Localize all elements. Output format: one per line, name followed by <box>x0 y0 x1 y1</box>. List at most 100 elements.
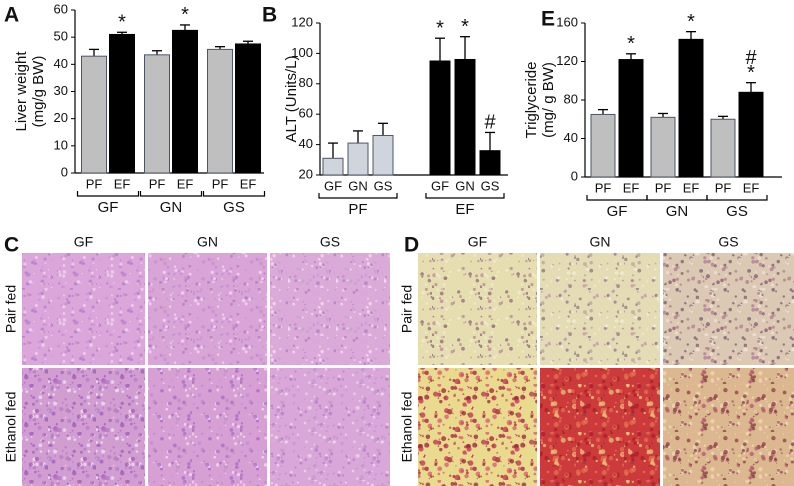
bar <box>347 142 369 176</box>
panel-letter: C <box>4 234 19 257</box>
y-tick-label: 160 <box>556 14 578 29</box>
x-tick-label: GN <box>348 178 368 193</box>
row-label: Pair fed <box>3 285 19 333</box>
bar <box>322 157 344 176</box>
x-tick-label: EF <box>743 180 760 195</box>
row-label: Ethanol fed <box>399 392 415 463</box>
group-bracket <box>646 195 708 201</box>
micrograph <box>540 368 660 486</box>
y-axis-label: (mg/g BW) <box>30 56 47 128</box>
x-tick-label: GF <box>431 178 449 193</box>
bar <box>81 55 107 174</box>
group-label: GF <box>607 203 628 220</box>
significance-mark: # <box>745 47 757 69</box>
x-tick-label: GN <box>455 178 475 193</box>
bar <box>738 91 764 178</box>
y-tick-label: 100 <box>291 45 313 60</box>
x-tick-label: EF <box>623 180 640 195</box>
column-header: GN <box>197 234 218 250</box>
x-tick-label: PF <box>715 180 732 195</box>
group-bracket <box>76 191 140 197</box>
bar <box>454 58 476 176</box>
x-tick-label: PF <box>212 176 229 191</box>
x-tick-label: PF <box>149 176 166 191</box>
y-tick-label: 60 <box>299 106 313 121</box>
significance-mark: * <box>747 62 755 84</box>
column-header: GS <box>718 234 738 250</box>
micrograph <box>270 368 390 486</box>
group-bracket <box>318 193 398 199</box>
group-label: EF <box>455 201 474 218</box>
y-tick-label: 80 <box>299 75 313 90</box>
group-label: GN <box>666 203 689 220</box>
group-bracket <box>202 191 266 197</box>
significance-mark: * <box>687 11 695 33</box>
micrograph <box>148 368 267 486</box>
micrograph <box>663 368 794 486</box>
group-label: GN <box>160 199 183 216</box>
micrograph <box>270 253 390 365</box>
x-tick-label: PF <box>595 180 612 195</box>
x-tick-label: EF <box>240 176 257 191</box>
panel-letter: B <box>262 4 277 27</box>
group-bracket <box>706 195 768 201</box>
column-header: GS <box>320 234 340 250</box>
column-header: GF <box>74 234 93 250</box>
micrograph <box>148 253 267 365</box>
row-label: Ethanol fed <box>3 392 19 463</box>
micrograph <box>663 253 794 365</box>
x-tick-label: PF <box>655 180 672 195</box>
x-tick-label: GF <box>324 178 342 193</box>
y-tick-label: 0 <box>61 164 68 179</box>
y-tick-label: 120 <box>291 14 313 29</box>
bar <box>372 134 394 176</box>
y-tick-label: 60 <box>54 1 68 16</box>
bar <box>429 60 451 176</box>
row-label: Pair fed <box>399 285 415 333</box>
micrograph <box>540 253 660 365</box>
significance-mark: * <box>436 17 444 39</box>
significance-mark: * <box>627 33 635 55</box>
panel-letter: E <box>541 8 555 31</box>
significance-mark: * <box>118 12 126 34</box>
bar <box>172 29 198 174</box>
bar <box>207 48 233 174</box>
y-axis-label: (mg/ g BW) <box>540 62 557 138</box>
y-axis-label: ALT (Units/L) <box>283 56 300 143</box>
y-tick-label: 10 <box>54 137 68 152</box>
y-tick-label: 20 <box>54 110 68 125</box>
y-tick-label: 30 <box>54 83 68 98</box>
micrograph <box>22 253 145 365</box>
y-tick-label: 40 <box>299 136 313 151</box>
y-tick-label: 80 <box>564 91 578 106</box>
bar <box>618 59 644 178</box>
significance-mark: * <box>461 16 469 38</box>
y-tick-label: 40 <box>54 56 68 71</box>
x-tick-label: GS <box>481 178 500 193</box>
y-tick-label: 40 <box>564 130 578 145</box>
x-tick-label: EF <box>683 180 700 195</box>
y-axis-label: Triglyceride <box>523 62 540 139</box>
significance-mark: * <box>181 4 189 26</box>
bar <box>144 54 170 174</box>
bar <box>678 38 704 178</box>
group-bracket <box>586 195 648 201</box>
x-tick-label: PF <box>86 176 103 191</box>
bar <box>590 113 616 178</box>
column-header: GF <box>468 234 487 250</box>
y-tick-label: 0 <box>571 168 578 183</box>
y-tick-label: 20 <box>299 166 313 181</box>
bar <box>109 33 135 174</box>
x-tick-label: GS <box>374 178 393 193</box>
group-label: PF <box>348 201 367 218</box>
micrograph <box>418 253 537 365</box>
y-tick-label: 50 <box>54 29 68 44</box>
micrograph <box>22 368 145 486</box>
micrograph <box>418 368 537 486</box>
group-label: GF <box>98 199 119 216</box>
x-tick-label: EF <box>114 176 131 191</box>
panel-letter: A <box>4 4 19 27</box>
y-axis-label: Liver weight <box>13 51 30 132</box>
group-bracket <box>139 191 203 197</box>
